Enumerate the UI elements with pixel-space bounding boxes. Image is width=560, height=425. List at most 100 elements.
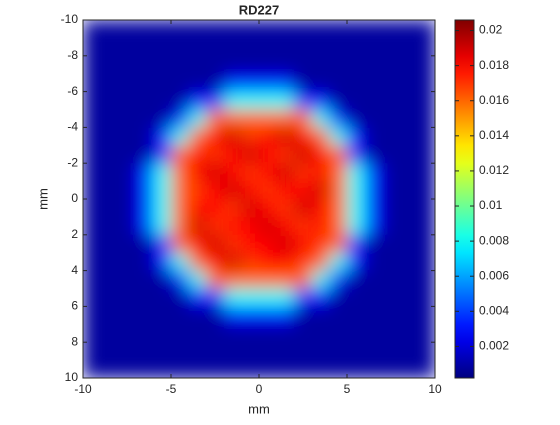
heatmap-cell (364, 37, 383, 57)
heatmap-cell (223, 109, 242, 128)
heatmap-cell (241, 55, 260, 75)
heatmap-cell (294, 288, 313, 307)
heatmap-cell (347, 252, 366, 272)
colorbar-tick-label: 0.016 (479, 93, 509, 107)
heatmap-cell (364, 55, 383, 75)
heatmap-cell (364, 270, 383, 289)
heatmap-cell (153, 199, 172, 218)
heatmap-cell (241, 20, 260, 39)
heatmap-cell (241, 73, 260, 93)
heatmap-cell (347, 55, 366, 75)
heatmap-cell (118, 270, 137, 289)
heatmap-cell (206, 91, 225, 110)
heatmap-cell (83, 199, 102, 218)
heatmap-cell (399, 37, 418, 57)
heatmap-cell (294, 20, 313, 39)
heatmap-cell (118, 199, 137, 218)
heatmap-cell (171, 342, 190, 361)
heatmap-cell (382, 324, 401, 343)
heatmap-cell (259, 342, 278, 361)
heatmap-cell (223, 163, 242, 182)
heatmap-cell (100, 127, 119, 146)
heatmap-cell (276, 37, 295, 57)
heatmap-cell (171, 252, 190, 272)
y-tick-label: 6 (71, 299, 78, 313)
heatmap-cell (118, 91, 137, 110)
x-tick-label: 5 (344, 382, 351, 396)
heatmap-cell (294, 234, 313, 254)
heatmap-cell (294, 181, 313, 200)
heatmap-cell (153, 360, 172, 378)
heatmap-cell (206, 216, 225, 236)
heatmap-cell (399, 342, 418, 361)
heatmap-cell (171, 234, 190, 254)
heatmap-cell (241, 324, 260, 343)
heatmap-cell (135, 37, 154, 57)
heatmap-cell (83, 306, 102, 325)
heatmap-cell (294, 37, 313, 57)
heatmap-cell (83, 270, 102, 289)
heatmap-cell (259, 127, 278, 146)
heatmap-cell (118, 360, 137, 378)
heatmap-cell (135, 91, 154, 110)
heatmap-cell (83, 288, 102, 307)
heatmap-cell (399, 360, 418, 378)
heatmap-cell (171, 324, 190, 343)
heatmap-cell (100, 163, 119, 182)
heatmap-cell (241, 360, 260, 378)
heatmap-cell (153, 234, 172, 254)
heatmap-cell (135, 20, 154, 39)
heatmap-cell (276, 216, 295, 236)
heatmap-cell (329, 91, 348, 110)
heatmap-cell (399, 109, 418, 128)
heatmap-cell (241, 145, 260, 164)
heatmap-cell (382, 20, 401, 39)
heatmap-cell (382, 288, 401, 307)
heatmap-cell (417, 342, 435, 361)
heatmap-cell (206, 342, 225, 361)
heatmap-cell (153, 306, 172, 325)
colorbar-tick-label: 0.014 (479, 128, 509, 142)
heatmap-cell (347, 145, 366, 164)
heatmap-cell (188, 109, 207, 128)
heatmap-cell (223, 37, 242, 57)
heatmap-cell (259, 181, 278, 200)
heatmap-cell (294, 109, 313, 128)
heatmap-cell (241, 216, 260, 236)
heatmap-cell (276, 91, 295, 110)
heatmap-cell (100, 234, 119, 254)
heatmap-cell (153, 55, 172, 75)
heatmap-cell (311, 342, 330, 361)
heatmap-cell (347, 306, 366, 325)
heatmap-cell (206, 234, 225, 254)
heatmap-cell (311, 127, 330, 146)
heatmap-cell (259, 73, 278, 93)
heatmap-cell (311, 324, 330, 343)
heatmap-cell (100, 55, 119, 75)
heatmap-cell (399, 324, 418, 343)
heatmap-cell (364, 342, 383, 361)
heatmap-cell (206, 324, 225, 343)
heatmap-cell (171, 20, 190, 39)
heatmap-cell (118, 145, 137, 164)
heatmap-cell (188, 360, 207, 378)
heatmap-cell (223, 360, 242, 378)
heatmap-cell (188, 181, 207, 200)
y-tick-label: 2 (71, 227, 78, 241)
heatmap-cell (171, 163, 190, 182)
heatmap-cell (83, 20, 102, 39)
heatmap-cell (276, 181, 295, 200)
heatmap-cell (206, 145, 225, 164)
heatmap-cell (100, 324, 119, 343)
heatmap-cell (294, 252, 313, 272)
heatmap-cell (206, 360, 225, 378)
heatmap-cell (206, 270, 225, 289)
heatmap-cell (100, 91, 119, 110)
heatmap-cell (83, 145, 102, 164)
heatmap-cell (382, 163, 401, 182)
y-tick-label: 10 (65, 370, 79, 384)
heatmap-cell (83, 360, 102, 378)
heatmap-cell (171, 37, 190, 57)
heatmap-cell (241, 37, 260, 57)
